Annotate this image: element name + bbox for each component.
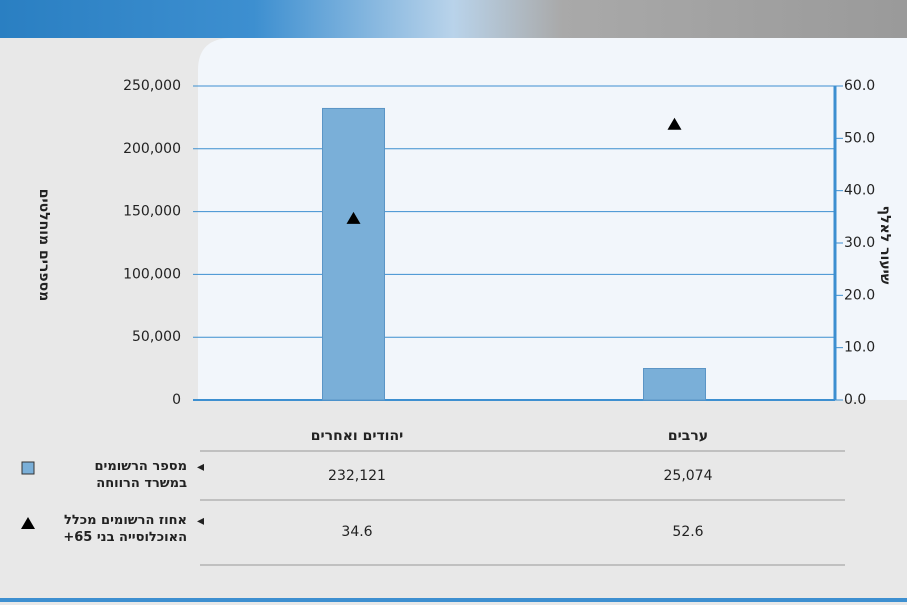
- y-tick-label: 250,000: [123, 78, 181, 94]
- table-cell: 34.6: [341, 524, 372, 540]
- header-band: [0, 0, 907, 38]
- legend-label: אחוז הרשומים מכלל האוכלוסייה בני 65+: [63, 513, 187, 545]
- row-arrow: ◂: [197, 513, 204, 529]
- table-cell: 232,121: [328, 468, 386, 484]
- row-arrow: ◂: [197, 459, 204, 475]
- y2-axis-label: שיעור לאלף: [877, 206, 893, 285]
- y2-tick-label: 10.0: [844, 340, 875, 356]
- y-tick-label: 150,000: [123, 204, 181, 220]
- y2-tick-label: 40.0: [844, 183, 875, 199]
- y-tick-label: 50,000: [132, 329, 181, 345]
- legend-swatch: [21, 461, 35, 475]
- y-axis-label: מספרים מוחלטים: [36, 189, 52, 301]
- plot-panel: [198, 38, 907, 400]
- y2-tick-label: 0.0: [844, 392, 866, 408]
- column-header: ערבים: [668, 428, 708, 444]
- table-cell: 25,074: [664, 468, 713, 484]
- y-tick-label: 200,000: [123, 141, 181, 157]
- y2-tick-label: 20.0: [844, 287, 875, 303]
- y2-tick-label: 60.0: [844, 78, 875, 94]
- legend-label: מספר הרשומים במשרד הרווחה: [94, 459, 187, 491]
- y2-tick-label: 30.0: [844, 235, 875, 251]
- marker: [667, 117, 682, 130]
- y2-tick-label: 50.0: [844, 130, 875, 146]
- bar: [322, 107, 385, 401]
- legend-swatch: [21, 517, 35, 529]
- footer-line: [0, 598, 907, 602]
- table-cell: 52.6: [672, 524, 703, 540]
- y-tick-label: 100,000: [123, 266, 181, 282]
- bar: [643, 368, 706, 401]
- marker: [346, 211, 361, 224]
- column-header: יהודים ואחרים: [311, 428, 403, 444]
- y-tick-label: 0: [172, 392, 181, 408]
